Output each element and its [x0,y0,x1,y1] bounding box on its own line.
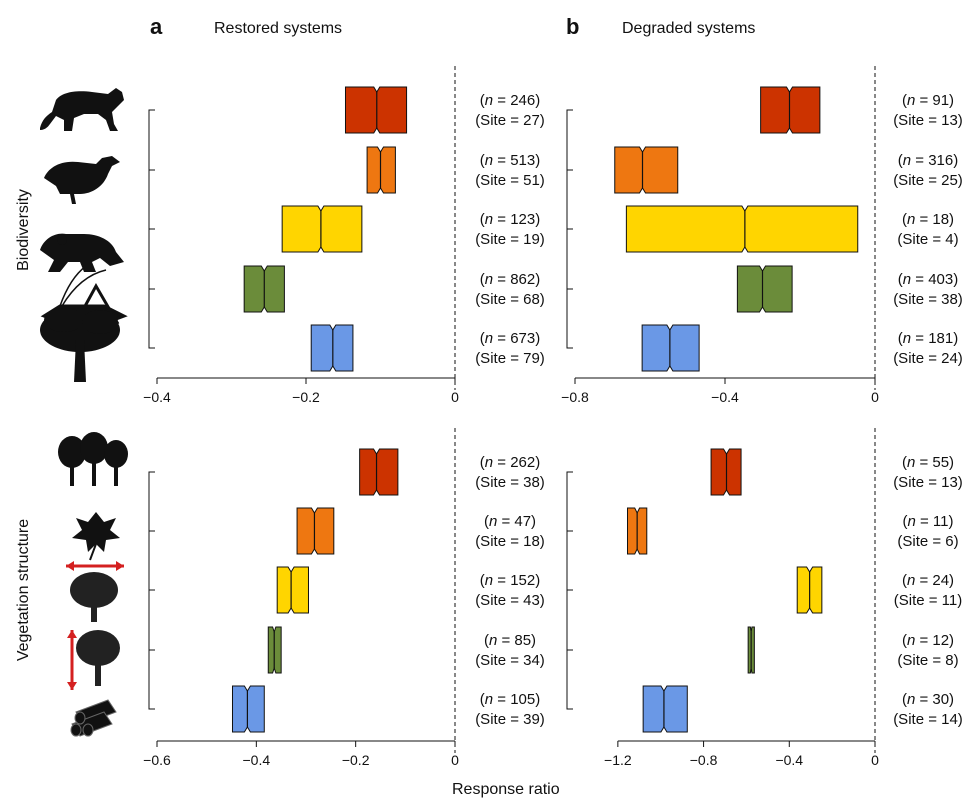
box-2 [614,146,679,194]
tree-stand-icon [58,432,128,486]
n-label: (n = 105) [480,691,540,708]
tree-silhouette-icon [40,308,120,382]
site-label: (Site = 79) [475,350,545,367]
leaf-icon [72,512,120,561]
n-label: (n = 123) [480,211,540,228]
site-label: (Site = 43) [475,592,545,609]
n-label: (n = 85) [484,632,536,649]
site-label: (Site = 8) [897,652,958,669]
puma-silhouette-icon [40,88,124,131]
panel-b-vegetation-structure: −1.2 −0.8 −0.4 0 (n = 55) (Site = 13) (n = 11)… [566,428,963,768]
box-4 [736,265,793,313]
n-label: (n = 862) [480,271,540,288]
n-label: (n = 24) [902,572,954,589]
site-label: (Site = 18) [475,533,545,550]
x-tick-label: −0.8 [690,752,718,768]
site-label: (Site = 51) [475,172,545,189]
x-tick-label: −0.2 [292,389,320,405]
site-label: (Site = 27) [475,112,545,129]
frog-silhouette-icon [40,233,124,272]
panel-a-biodiversity: −0.4 −0.2 0 (n = 246) (Site = 27) (n = 513) (S… [143,66,545,405]
panel-title-degraded: Degraded systems [622,20,756,37]
box-5 [642,685,688,733]
n-label: (n = 12) [902,632,954,649]
x-tick-label: 0 [871,752,879,768]
n-label: (n = 262) [480,454,540,471]
n-label: (n = 246) [480,92,540,109]
site-label: (Site = 38) [893,291,963,308]
n-label: (n = 673) [480,330,540,347]
site-label: (Site = 34) [475,652,545,669]
site-label: (Site = 11) [894,592,963,609]
panel-title-restored: Restored systems [214,20,343,37]
n-label: (n = 513) [480,152,540,169]
x-tick-label: −0.6 [143,752,171,768]
site-label: (Site = 19) [475,231,545,248]
x-tick-label: 0 [871,389,879,405]
box-5 [231,685,265,733]
box-5 [641,324,700,372]
site-label: (Site = 38) [475,474,545,491]
x-tick-label: −0.4 [711,389,739,405]
panel-letter-b: b [566,14,580,39]
site-label: (Site = 13) [893,112,963,129]
n-label: (n = 91) [902,92,954,109]
n-label: (n = 181) [898,330,958,347]
n-label: (n = 316) [898,152,958,169]
box-3 [625,205,859,253]
box-5 [310,324,354,372]
box-plot-panels: −0.4 −0.2 0 (n = 246) (Site = 27) (n = 513) (S… [143,66,963,768]
taxon-icons [40,88,128,737]
log-pile-icon [70,699,117,737]
canopy-width-tree-icon [66,561,124,622]
n-label: (n = 152) [480,572,540,589]
x-tick-label: −0.4 [775,752,803,768]
x-tick-label: 0 [451,752,459,768]
n-label: (n = 30) [902,691,954,708]
site-label: (Site = 6) [897,533,958,550]
box-1 [359,448,399,496]
site-label: (Site = 39) [475,711,545,728]
panel-a-vegetation-structure: −0.6 −0.4 −0.2 0 (n = 262) (Site = 38) (n = 47… [143,428,545,768]
box-2 [296,507,335,555]
n-label: (n = 55) [902,454,954,471]
x-tick-label: −0.4 [243,752,271,768]
panel-b-biodiversity: −0.8 −0.4 0 (n = 91) (Site = 13) (n = 316) (Si… [561,66,963,405]
site-label: (Site = 13) [893,474,963,491]
box-3 [276,566,309,614]
box-3 [281,205,363,253]
n-label: (n = 47) [484,513,536,530]
n-label: (n = 403) [898,271,958,288]
tree-height-icon [67,630,120,690]
site-label: (Site = 25) [893,172,963,189]
box-1 [760,86,821,134]
x-tick-label: −0.2 [342,752,370,768]
site-label: (Site = 14) [893,711,963,728]
n-label: (n = 18) [902,211,954,228]
x-tick-label: −0.8 [561,389,589,405]
bird-silhouette-icon [44,156,120,204]
site-label: (Site = 24) [893,350,963,367]
x-axis-label: Response ratio [452,781,560,798]
x-tick-label: −1.2 [604,752,632,768]
box-2 [366,146,396,194]
x-tick-label: 0 [451,389,459,405]
panel-letter-a: a [150,14,163,39]
n-label: (n = 11) [902,513,953,530]
box-1 [344,86,408,134]
site-label: (Site = 68) [475,291,545,308]
site-label: (Site = 4) [897,231,958,248]
x-tick-label: −0.4 [143,389,171,405]
